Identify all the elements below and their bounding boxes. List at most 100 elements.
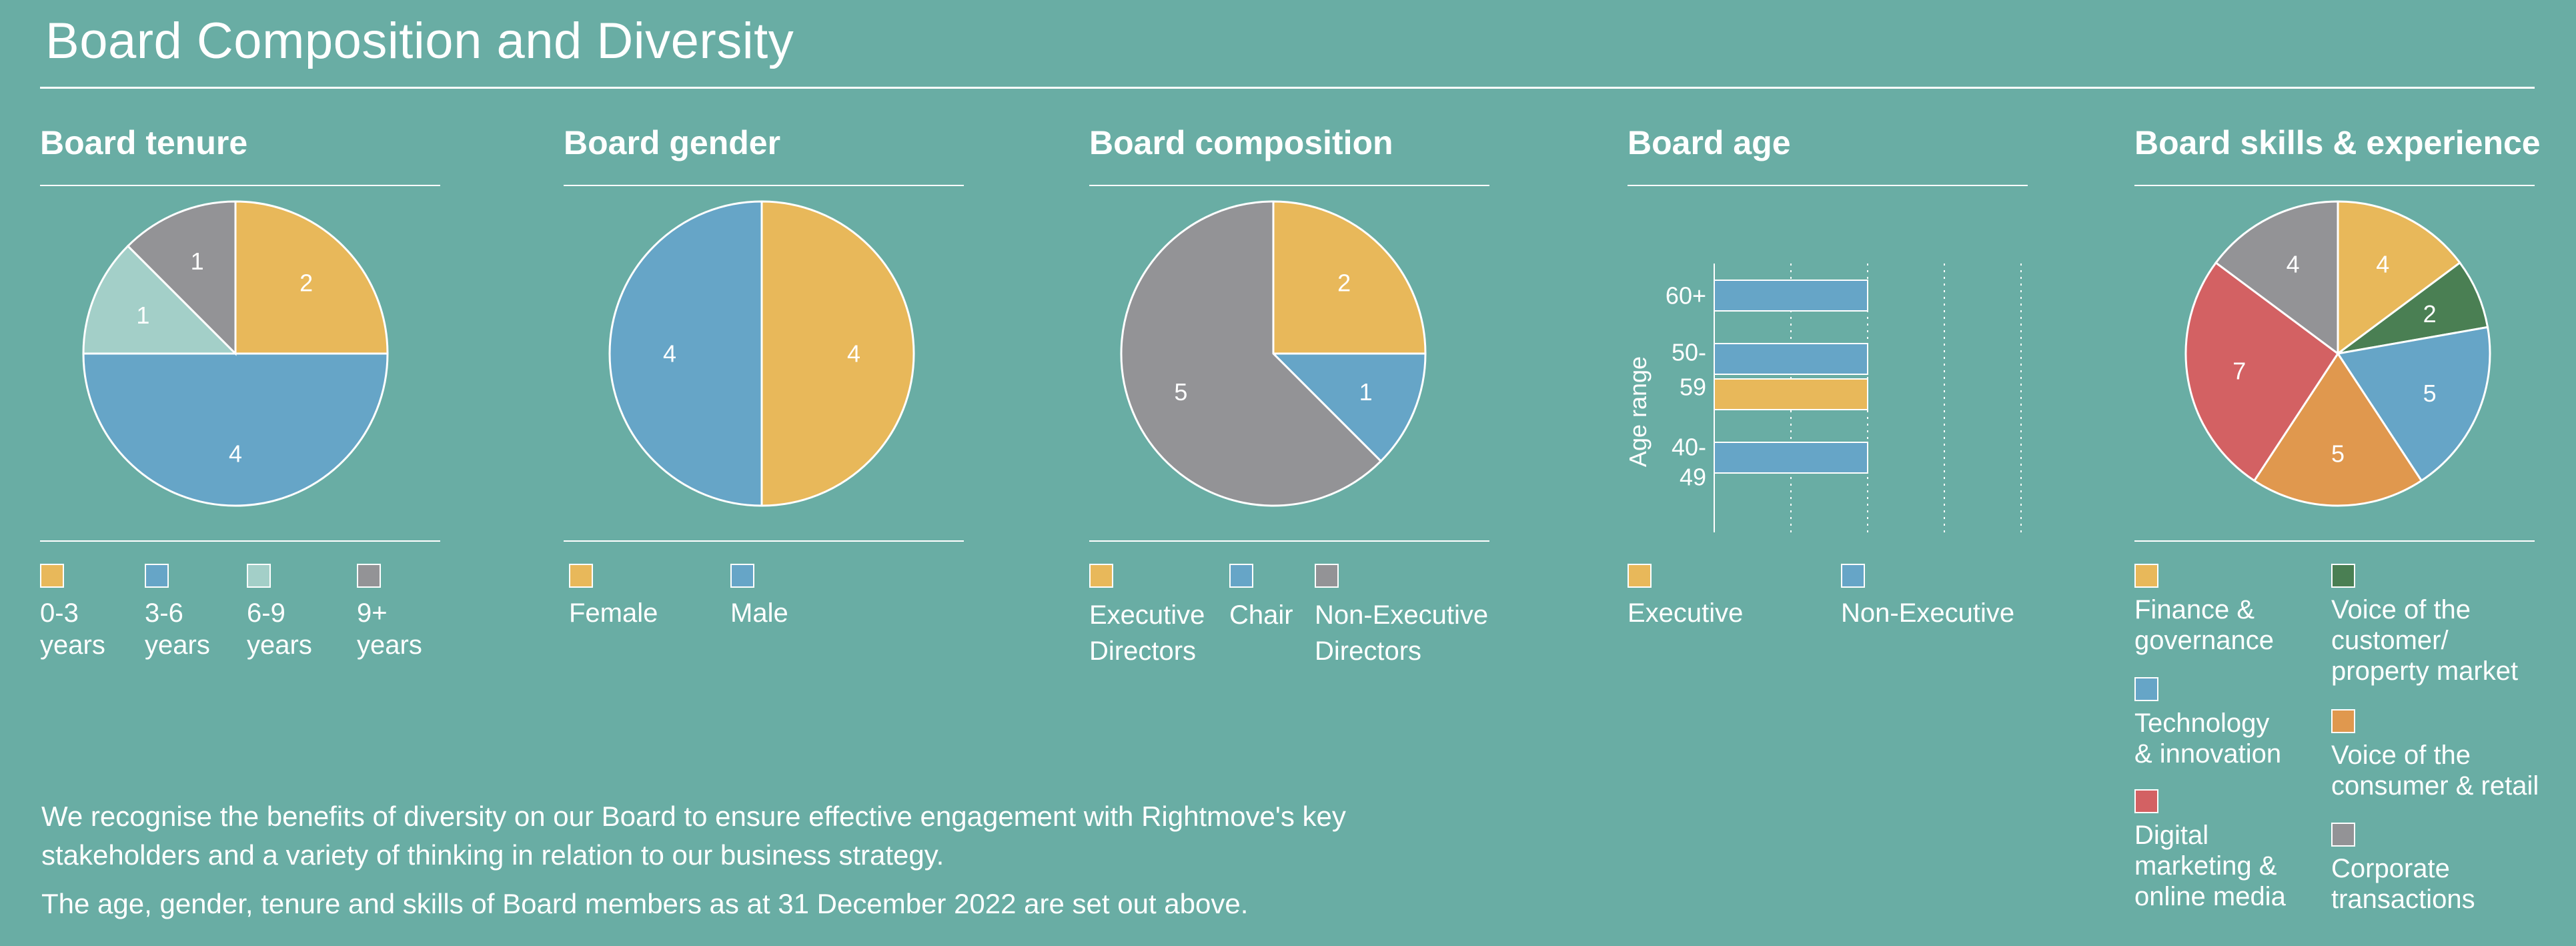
legend-swatch <box>730 564 754 588</box>
board-composition-title: Board composition <box>1089 124 1393 161</box>
data-label: 4 <box>229 440 242 468</box>
bar <box>1714 378 1868 410</box>
legend-swatch <box>145 564 169 588</box>
category-label: 50- <box>1672 339 1706 366</box>
divider <box>1089 540 1489 542</box>
board-skills-pie-chart: 4 2 5 5 7 4 <box>2184 200 2491 507</box>
legend-label: Male <box>730 598 788 628</box>
legend-label: Non-Executive <box>1841 598 2015 628</box>
legend-item: Voice of the customer/property market <box>2331 564 2518 686</box>
board-skills-legend: Finance & governance Voice of the customer… <box>2134 564 2561 937</box>
data-label: 2 <box>2423 300 2437 328</box>
board-age-legend: Executive Non-Executive <box>1628 564 2054 937</box>
board-composition-panel: Board composition 2 1 5 Executive Directors… <box>1089 123 1516 944</box>
data-label: 1 <box>191 248 204 275</box>
page-title: Board Composition and Diversity <box>45 13 794 69</box>
data-label: 5 <box>2423 380 2437 407</box>
pie-slice <box>82 244 238 355</box>
legend-label: Executive <box>1628 598 1744 628</box>
legend-label: Chair <box>1229 600 1293 630</box>
title-divider <box>40 87 2535 89</box>
divider <box>2134 185 2535 186</box>
bar <box>1714 343 1868 375</box>
legend-label: Finance & governance <box>2134 595 2275 655</box>
legend-item: Non-Executive <box>1841 564 2014 629</box>
data-label: 5 <box>1174 378 1187 406</box>
legend-item: 6-9 years <box>247 564 312 661</box>
board-tenure-title: Board tenure <box>40 124 248 161</box>
legend-swatch <box>1315 564 1339 588</box>
legend-label: Executive Directors <box>1089 600 1205 666</box>
legend-swatch <box>1229 564 1253 588</box>
legend-item: Finance & governance <box>2134 564 2274 656</box>
pie-slice <box>2337 200 2461 356</box>
data-label: 4 <box>2287 251 2300 278</box>
pie-slice <box>608 200 763 507</box>
data-label: 7 <box>2232 358 2246 385</box>
legend-item: Non-Executive Directors <box>1315 564 1488 669</box>
category-label: 59 <box>1680 374 1706 401</box>
bar <box>1714 280 1868 312</box>
legend-item: Executive <box>1628 564 1743 629</box>
divider <box>40 185 440 186</box>
data-label: 4 <box>2376 251 2389 278</box>
divider <box>2134 540 2535 542</box>
y-axis-title: Age range <box>1628 356 1652 467</box>
legend-item: Chair <box>1229 564 1293 633</box>
legend-label: Voice of the customer/property market <box>2331 595 2519 686</box>
legend-label: 3-6 years <box>145 598 210 660</box>
category-label: 40- <box>1672 434 1706 461</box>
board-age-title: Board age <box>1628 124 1791 161</box>
pie-slice <box>1271 352 1427 463</box>
legend-item: 9+ years <box>357 564 422 661</box>
legend-swatch <box>1089 564 1113 588</box>
legend-swatch <box>2134 564 2158 588</box>
legend-label: 6-9 years <box>247 598 312 660</box>
legend-item: Corporate transactions <box>2331 823 2475 915</box>
pie-slice <box>1120 200 1383 507</box>
legend-swatch <box>1841 564 1865 588</box>
board-composition-pie-chart: 2 1 5 <box>1120 200 1427 507</box>
legend-swatch <box>40 564 64 588</box>
legend-item: Digital marketing & online media <box>2134 789 2286 912</box>
legend-label: Voice of the consumer & retail <box>2331 741 2539 801</box>
legend-label: Non-Executive Directors <box>1315 600 1489 666</box>
category-label: 60+ <box>1666 282 1706 310</box>
legend-item: Technology & innovation <box>2134 677 2281 769</box>
legend-swatch <box>2134 677 2158 701</box>
legend-item: 3-6 years <box>145 564 210 661</box>
legend-swatch <box>569 564 593 588</box>
legend-swatch <box>2331 823 2355 847</box>
reporting-date-note: The age, gender, tenure and skills of Bo… <box>41 888 1249 919</box>
divider <box>40 540 440 542</box>
pie-slice <box>2336 326 2491 482</box>
pie-slice <box>1272 200 1427 355</box>
divider <box>564 540 964 542</box>
legend-label: Female <box>569 598 658 628</box>
diversity-statement: We recognise the benefits of diversity o… <box>41 801 1346 871</box>
board-composition-legend: Executive Directors Chair Non-Executive Di… <box>1089 564 1516 937</box>
divider <box>564 185 964 186</box>
board-gender-pie-chart: 44 <box>608 200 915 507</box>
legend-swatch <box>1628 564 1652 588</box>
board-tenure-legend: 0-3 years 3-6 years 6-9 years 9+ years <box>40 564 467 937</box>
legend-item: Executive Directors <box>1089 564 1205 669</box>
legend-swatch <box>2331 564 2355 588</box>
legend-label: 0-3 years <box>40 598 105 660</box>
pie-slice <box>2252 352 2423 507</box>
data-label: 1 <box>1359 378 1373 406</box>
legend-label: 9+ years <box>357 598 422 660</box>
board-tenure-panel: Board tenure 2 4 1 1 0-3 years 3-6 years 6-9 y… <box>40 123 467 944</box>
data-label: 4 <box>663 340 676 368</box>
legend-swatch <box>247 564 271 588</box>
board-tenure-pie-chart: 2 4 1 1 <box>82 200 389 507</box>
data-label: 1 <box>136 302 149 329</box>
data-label: 2 <box>1337 269 1351 296</box>
board-gender-legend: Female Male <box>564 564 991 937</box>
legend-swatch <box>357 564 381 588</box>
board-skills-panel: Board skills & experience 4 2 5 5 7 4 Finance… <box>2134 123 2561 944</box>
divider <box>1628 185 2028 186</box>
pie-slice <box>2214 200 2339 356</box>
